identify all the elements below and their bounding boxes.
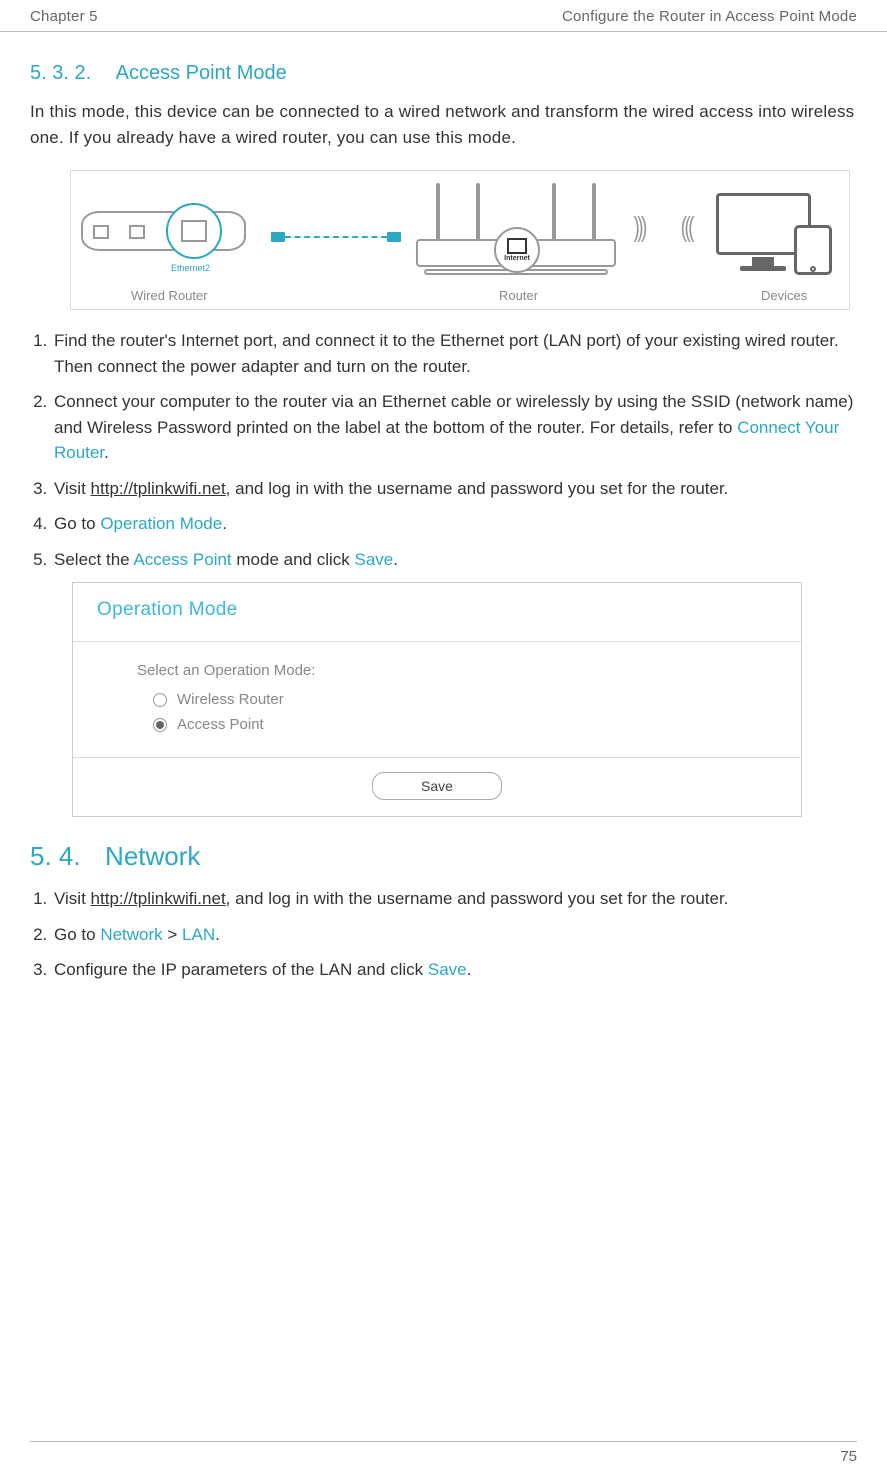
step-5: Select the Access Point mode and click S… — [52, 547, 857, 573]
topology-diagram: Ethernet2 Internet ))) ))) — [70, 170, 850, 310]
save-keyword: Save — [355, 550, 394, 569]
network-keyword: Network — [100, 925, 162, 944]
step-3: Configure the IP parameters of the LAN a… — [52, 957, 857, 983]
step-2: Connect your computer to the router via … — [52, 389, 857, 466]
save-keyword: Save — [428, 960, 467, 979]
section-title: Access Point Mode — [116, 62, 287, 85]
operation-mode-header: Operation Mode — [73, 583, 801, 642]
ethernet-label: Ethernet2 — [171, 263, 210, 273]
tplinkwifi-url[interactable]: http://tplinkwifi.net — [91, 889, 226, 908]
page-content: 5. 3. 2. Access Point Mode In this mode,… — [0, 32, 887, 983]
diagram-label-wired-router: Wired Router — [131, 288, 208, 303]
radio-label: Access Point — [177, 716, 264, 733]
page-header: Chapter 5 Configure the Router in Access… — [0, 0, 887, 32]
step-3: Visit http://tplinkwifi.net, and log in … — [52, 476, 857, 502]
router-icon: Internet — [416, 181, 616, 281]
radio-access-point[interactable]: Access Point — [137, 712, 801, 737]
section-title: Network — [105, 841, 200, 872]
diagram-label-router: Router — [499, 288, 538, 303]
internet-label: Internet — [504, 255, 530, 262]
step-2: Go to Network > LAN. — [52, 922, 857, 948]
step-1: Find the router's Internet port, and con… — [52, 328, 857, 379]
devices-icon — [716, 193, 836, 278]
step-1: Visit http://tplinkwifi.net, and log in … — [52, 886, 857, 912]
radio-icon — [153, 718, 167, 732]
section-54-heading: 5. 4. Network — [30, 841, 857, 872]
section-54-steps: Visit http://tplinkwifi.net, and log in … — [30, 886, 857, 983]
select-mode-label: Select an Operation Mode: — [137, 662, 801, 679]
wired-router-icon: Ethernet2 — [81, 211, 246, 266]
wifi-waves-icon: ))) — [683, 211, 694, 243]
lan-keyword: LAN — [182, 925, 215, 944]
section-number: 5. 4. — [30, 841, 81, 872]
operation-mode-panel: Operation Mode Select an Operation Mode:… — [72, 582, 802, 817]
operation-mode-body: Select an Operation Mode: Wireless Route… — [73, 642, 801, 758]
diagram-label-devices: Devices — [761, 288, 807, 303]
section-532-intro: In this mode, this device can be connect… — [30, 99, 857, 150]
section-number: 5. 3. 2. — [30, 62, 91, 85]
page-number: 75 — [30, 1441, 857, 1465]
section-532-steps: Find the router's Internet port, and con… — [30, 328, 857, 572]
wifi-waves-icon: ))) — [633, 211, 644, 243]
section-532-heading: 5. 3. 2. Access Point Mode — [30, 62, 857, 85]
chapter-title: Configure the Router in Access Point Mod… — [562, 8, 857, 25]
radio-icon — [153, 693, 167, 707]
access-point-keyword: Access Point — [133, 550, 231, 569]
operation-mode-footer: Save — [73, 758, 801, 816]
radio-wireless-router[interactable]: Wireless Router — [137, 687, 801, 712]
save-button[interactable]: Save — [372, 772, 502, 800]
radio-label: Wireless Router — [177, 691, 284, 708]
tplinkwifi-url[interactable]: http://tplinkwifi.net — [91, 479, 226, 498]
step-4: Go to Operation Mode. — [52, 511, 857, 537]
chapter-label: Chapter 5 — [30, 8, 98, 25]
operation-mode-keyword: Operation Mode — [100, 514, 222, 533]
ethernet-cable-icon — [271, 233, 401, 241]
